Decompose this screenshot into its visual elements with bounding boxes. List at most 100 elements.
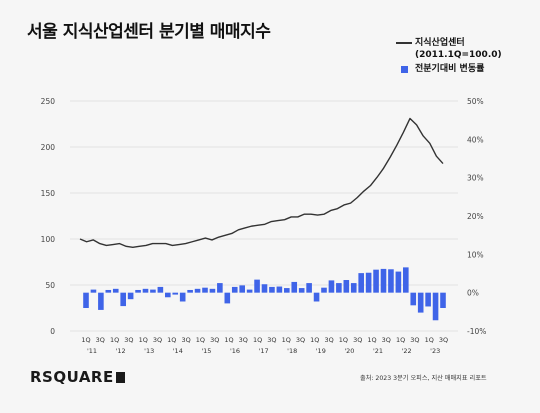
bar — [380, 268, 387, 293]
bar — [365, 272, 372, 293]
x-axis-quarter-label: 3Q — [124, 336, 133, 344]
x-axis-quarter-label: 3Q — [210, 336, 219, 344]
bar — [112, 288, 119, 293]
bar — [417, 292, 424, 313]
bar — [165, 292, 171, 298]
bar — [246, 289, 253, 293]
right-axis-tick-label: 10% — [467, 250, 484, 259]
x-axis-quarter-label: 3Q — [439, 336, 448, 344]
x-axis-quarter-label: 1Q — [339, 336, 348, 344]
x-axis-quarter-label: 3Q — [181, 336, 190, 344]
x-axis-year-label: '20 — [344, 347, 354, 355]
bar — [231, 286, 238, 293]
bar — [194, 288, 201, 293]
bar — [373, 269, 379, 293]
bar — [358, 273, 364, 293]
x-axis-year-label: '16 — [230, 347, 240, 355]
bar — [150, 289, 156, 293]
x-axis-quarter-label: 3Q — [267, 336, 276, 344]
x-axis-year-label: '12 — [116, 347, 126, 355]
brand-logo: RSQUARE — [30, 368, 125, 386]
bar — [179, 292, 186, 302]
legend-bar-swatch — [393, 63, 415, 75]
brand-mark-icon — [115, 372, 125, 383]
bar — [313, 292, 320, 302]
x-axis-quarter-label: 1Q — [282, 336, 291, 344]
x-axis-year-label: '14 — [173, 347, 183, 355]
x-axis-quarter-label: 1Q — [396, 336, 405, 344]
x-axis-quarter-label: 3Q — [324, 336, 333, 344]
bar — [298, 288, 305, 293]
x-axis-year-label: '23 — [430, 347, 440, 355]
x-axis-year-label: '19 — [316, 347, 326, 355]
x-axis-quarter-label: 1Q — [139, 336, 148, 344]
bar — [343, 280, 350, 293]
x-axis-year-label: '22 — [402, 347, 412, 355]
bar — [90, 289, 97, 293]
x-axis-quarter-label: 3Q — [410, 336, 419, 344]
right-axis-tick-label: 40% — [467, 135, 484, 144]
x-axis-quarter-label: 3Q — [353, 336, 362, 344]
left-axis-tick-label: 0 — [50, 327, 55, 336]
bar — [187, 289, 193, 293]
brand-name: RSQUARE — [30, 368, 114, 386]
bar — [217, 283, 223, 293]
left-axis-tick-label: 100 — [41, 235, 56, 244]
source-note: 출처: 2023 3분기 오피스, 지산 매매지표 리포트 — [360, 375, 487, 382]
x-axis-year-label: '15 — [201, 347, 211, 355]
bar — [350, 283, 357, 293]
x-axis-quarter-label: 1Q — [425, 336, 434, 344]
bar — [284, 288, 290, 293]
legend-item-line: 지식산업센터 (2011.1Q=100.0) — [393, 37, 502, 61]
bar — [328, 280, 335, 293]
bar — [157, 286, 164, 293]
x-axis-quarter-label: 3Q — [382, 336, 391, 344]
bar — [127, 292, 134, 300]
bar — [209, 288, 216, 293]
bar — [432, 292, 439, 321]
x-axis-quarter-label: 1Q — [81, 336, 90, 344]
x-axis-quarter-label: 3Q — [239, 336, 248, 344]
x-axis-quarter-label: 3Q — [96, 336, 105, 344]
left-axis-tick-label: 50 — [45, 281, 55, 290]
bar — [105, 289, 112, 293]
bar — [336, 283, 342, 293]
bar — [261, 284, 268, 293]
bar — [276, 286, 283, 293]
x-axis-year-label: '18 — [287, 347, 297, 355]
x-axis-quarter-label: 3Q — [296, 336, 305, 344]
bar — [425, 292, 431, 307]
right-axis-tick-label: 50% — [467, 97, 484, 106]
x-axis-year-label: '13 — [144, 347, 154, 355]
x-axis-quarter-label: 3Q — [153, 336, 162, 344]
left-axis-tick-label: 150 — [41, 189, 56, 198]
x-axis-quarter-label: 1Q — [253, 336, 262, 344]
bar — [224, 292, 231, 304]
right-axis-tick-label: -10% — [467, 327, 486, 336]
bar — [410, 292, 417, 306]
bar — [321, 287, 327, 293]
bar — [403, 267, 409, 293]
legend: 지식산업센터 (2011.1Q=100.0) 전분기대비 변동률 — [393, 37, 502, 77]
x-axis-quarter-label: 1Q — [224, 336, 233, 344]
x-axis-quarter-label: 1Q — [310, 336, 319, 344]
bar — [254, 279, 260, 293]
bar — [291, 281, 298, 293]
bar — [440, 292, 446, 308]
x-axis-year-label: '11 — [87, 347, 97, 355]
bar — [395, 271, 402, 293]
right-axis-tick-label: 30% — [467, 174, 484, 183]
bar — [306, 283, 312, 293]
x-axis-quarter-label: 1Q — [196, 336, 205, 344]
legend-item-bar: 전분기대비 변동률 — [393, 63, 502, 75]
bar — [172, 292, 179, 295]
legend-bar-label: 전분기대비 변동률 — [415, 64, 485, 74]
bar — [202, 287, 208, 293]
left-axis-tick-label: 250 — [41, 97, 56, 106]
right-axis-tick-label: 0% — [467, 289, 479, 298]
x-axis-quarter-label: 1Q — [110, 336, 119, 344]
bar — [135, 289, 141, 293]
bar — [120, 292, 126, 307]
right-axis-tick-label: 20% — [467, 212, 484, 221]
